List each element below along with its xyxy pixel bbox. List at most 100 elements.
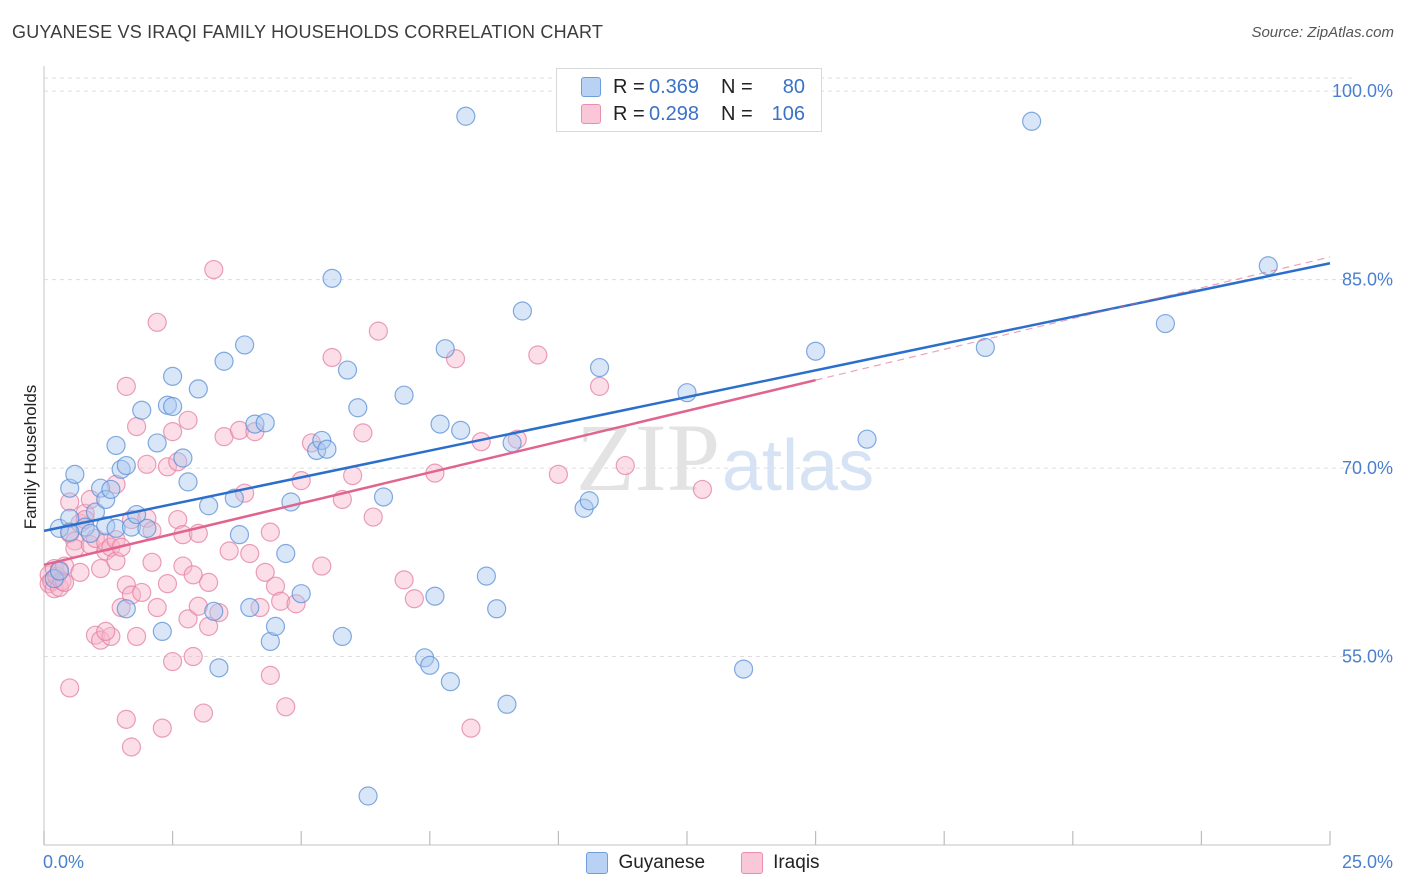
point-iraqis — [404, 589, 424, 609]
point-iraqis — [265, 576, 286, 596]
point-guyanese — [805, 341, 826, 361]
y-tick-label: 55.0% — [1342, 647, 1393, 667]
point-guyanese — [90, 478, 111, 498]
legend-item-iraqis[interactable]: Iraqis — [741, 852, 820, 874]
point-iraqis — [116, 575, 136, 595]
point-guyanese — [214, 351, 234, 371]
point-guyanese — [317, 439, 337, 459]
point-iraqis — [132, 582, 152, 603]
point-guyanese — [235, 335, 255, 355]
trendline-iraqis — [43, 378, 816, 567]
point-guyanese — [106, 518, 126, 538]
point-iraqis — [692, 479, 713, 500]
legend-swatch-blue — [586, 852, 609, 874]
watermark-zip: ZIP — [576, 404, 720, 511]
point-guyanese — [147, 433, 167, 453]
point-guyanese — [291, 584, 311, 604]
point-iraqis — [199, 572, 219, 593]
point-iraqis — [322, 347, 342, 368]
point-guyanese — [60, 508, 80, 528]
watermark-atlas: atlas — [722, 426, 874, 506]
point-guyanese — [733, 659, 754, 679]
point-iraqis — [312, 556, 332, 576]
series-legend: Guyanese Iraqis — [0, 852, 1406, 874]
point-iraqis — [615, 455, 635, 476]
point-iraqis — [199, 616, 219, 636]
point-iraqis — [363, 507, 383, 527]
legend-r-label: R = — [613, 102, 645, 125]
point-iraqis — [183, 646, 203, 667]
point-guyanese — [260, 631, 280, 652]
point-iraqis — [193, 703, 214, 723]
point-iraqis — [168, 452, 188, 472]
point-guyanese — [255, 413, 275, 433]
point-iraqis — [121, 737, 142, 757]
point-guyanese — [116, 599, 136, 619]
point-guyanese — [456, 106, 476, 126]
point-guyanese — [322, 268, 342, 288]
axis-layer — [43, 66, 1331, 846]
point-iraqis — [204, 259, 224, 280]
point-guyanese — [188, 379, 208, 399]
point-guyanese — [975, 337, 995, 358]
point-iraqis — [353, 423, 373, 443]
point-iraqis — [178, 609, 198, 629]
point-guyanese — [589, 357, 610, 378]
point-guyanese — [152, 621, 172, 642]
point-iraqis — [54, 572, 75, 593]
point-iraqis — [96, 621, 116, 642]
point-iraqis — [394, 570, 414, 590]
point-guyanese — [358, 786, 378, 806]
legend-swatch-blue — [581, 77, 601, 97]
trendline-guyanese — [43, 262, 1331, 533]
chart-title: GUYANESE VS IRAQI FAMILY HOUSEHOLDS CORR… — [12, 22, 604, 42]
point-guyanese — [229, 525, 250, 545]
point-guyanese — [332, 626, 352, 647]
point-iraqis — [178, 410, 198, 430]
point-iraqis — [286, 594, 306, 614]
point-guyanese — [440, 672, 460, 692]
trendline-iraqis-extension — [815, 256, 1331, 381]
point-guyanese — [240, 597, 260, 618]
point-guyanese — [173, 448, 193, 468]
legend-item-guyanese[interactable]: Guyanese — [586, 852, 705, 874]
point-guyanese — [265, 616, 286, 636]
y-axis-title: Family Households — [21, 385, 40, 530]
legend-n-label: N = — [721, 102, 753, 125]
legend-r-value: 0.298 — [649, 102, 700, 125]
legend-row-iraqis: R = 0.298 N = 106 — [557, 100, 805, 128]
legend-row-guyanese: R = 0.369 N = 80 — [557, 73, 805, 101]
point-iraqis — [163, 651, 183, 672]
grid-layer — [44, 77, 1354, 658]
point-iraqis — [271, 591, 291, 611]
point-iraqis — [147, 312, 167, 332]
point-iraqis — [240, 543, 260, 564]
point-guyanese — [132, 400, 152, 420]
point-iraqis — [589, 376, 610, 396]
legend-r-label: R = — [613, 75, 645, 98]
point-iraqis — [70, 562, 90, 582]
point-guyanese — [204, 601, 224, 621]
point-guyanese — [276, 543, 296, 564]
point-iraqis — [507, 429, 527, 449]
point-iraqis — [90, 558, 111, 579]
point-iraqis — [142, 552, 162, 572]
point-guyanese — [163, 366, 183, 386]
stats-legend: R = 0.369 N = 80 R = 0.298 N = 106 — [556, 68, 822, 132]
point-guyanese — [337, 360, 358, 380]
point-iraqis — [157, 457, 178, 477]
point-iraqis — [116, 376, 136, 396]
point-iraqis — [157, 574, 178, 594]
points-layer — [39, 106, 1278, 806]
point-guyanese — [224, 488, 244, 508]
y-tick-label: 100.0% — [1332, 81, 1393, 101]
point-guyanese — [199, 496, 219, 516]
point-iraqis — [260, 522, 280, 542]
point-guyanese — [96, 489, 116, 510]
point-iraqis — [548, 464, 569, 484]
point-guyanese — [348, 398, 368, 418]
point-iraqis — [368, 321, 388, 341]
point-guyanese — [106, 435, 126, 456]
point-iraqis — [126, 417, 147, 437]
